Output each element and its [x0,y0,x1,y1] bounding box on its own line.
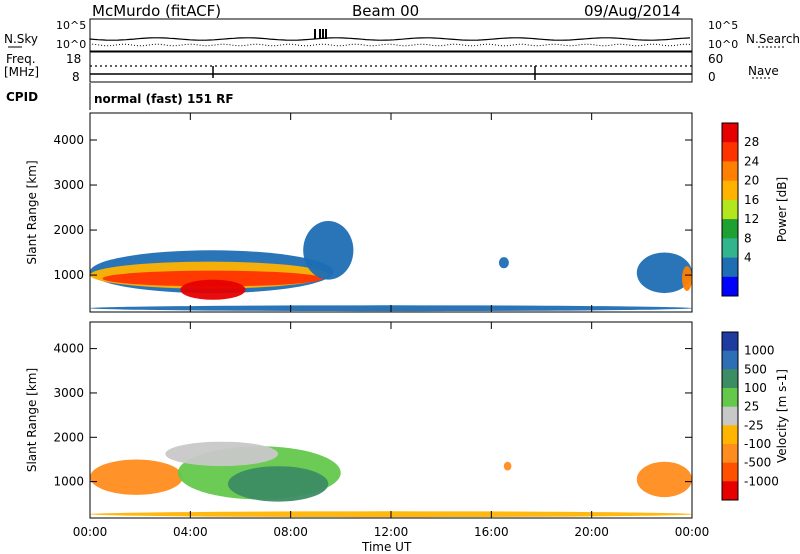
echo-patch [102,270,324,287]
x-axis-label: Time UT [362,540,412,554]
colorbar-swatch [722,142,738,162]
colorbar-swatch [722,425,738,445]
colorbar-tick-label: 100 [744,381,767,395]
colorbar-swatch [722,219,738,239]
nsearch-tick-top: 10^5 [708,19,739,32]
x-tick-label: 20:00 [574,525,609,539]
echo-patch [636,252,693,294]
colorbar-swatch [722,180,738,201]
nsky-trace [89,37,691,41]
x-tick-label: 08:00 [273,525,308,539]
x-tick-label: 04:00 [173,525,208,539]
colorbar-tick-label: 1000 [744,344,775,358]
nsearch-trace [89,43,691,47]
nave-label: Nave [748,64,779,78]
colorbar-tick-label: 12 [744,212,759,226]
echo-patch [636,461,693,498]
y-tick-label: 2000 [53,430,84,444]
colorbar-label: Velocity [m s-1] [775,369,789,463]
colorbar-swatch [722,444,738,464]
colorbar-tick-label: -1000 [744,474,779,488]
colorbar-swatch [722,332,738,352]
x-tick-label: 00:00 [675,525,710,539]
y-tick-label: 3000 [53,386,84,400]
echo-patch [180,279,246,300]
echo-patch [498,257,509,269]
cpid-value: normal (fast) 151 RF [94,92,234,106]
colorbar-tick-label: 24 [744,154,759,168]
colorbar-swatch [722,406,738,426]
colorbar-swatch [722,388,738,408]
date-title: 09/Aug/2014 [584,2,681,20]
colorbar-frame [721,331,739,501]
nave-tick-top: 60 [708,52,724,66]
y-tick-label: 1000 [53,268,84,282]
colorbar-swatch [722,462,738,482]
nsearch-label: N.Search [746,32,800,46]
freq-label: Freq. [6,52,36,66]
freq-tick-bottom: 8 [72,70,80,84]
echo-patch [89,459,183,495]
freq-tick-top: 18 [66,52,82,66]
colorbar-swatch [722,350,738,370]
colorbar-tick-label: 28 [744,135,759,149]
echo-patch [682,266,692,291]
freq-unit: [MHz] [4,65,40,79]
colorbar-swatch [722,481,738,501]
colorbar-tick-label: -25 [744,418,764,432]
beam-title: Beam 00 [352,2,420,20]
x-tick-label: 12:00 [374,525,409,539]
colorbar-tick-label: -100 [744,437,771,451]
echo-patch [227,466,329,502]
colorbar-frame [721,122,739,297]
colorbar-swatch [722,257,738,278]
colorbar-swatch [722,369,738,389]
echo-patch [165,441,279,467]
panel-frame [89,321,693,519]
station-title: McMurdo (fitACF) [92,2,222,20]
y-tick-label: 3000 [53,178,84,192]
nsky-frame [89,18,693,52]
y-tick-label: 4000 [53,133,84,147]
nave-tick-bottom: 0 [708,70,716,84]
x-tick-label: 16:00 [474,525,509,539]
echo-patch [503,461,512,471]
colorbar-swatch [722,276,738,297]
colorbar-tick-label: 500 [744,362,767,376]
colorbar-swatch [722,161,738,182]
freq-frame [89,51,693,83]
cpid-label: CPID [6,90,39,104]
y-axis-label: Slant Range [km] [25,160,39,264]
y-axis-label: Slant Range [km] [25,368,39,472]
colorbar-tick-label: 8 [744,231,752,245]
nsky-label: N.Sky [4,32,39,46]
colorbar-tick-label: -500 [744,456,771,470]
x-tick-label: 00:00 [73,525,108,539]
colorbar-swatch [722,123,738,143]
colorbar-tick-label: 20 [744,174,759,188]
y-tick-label: 1000 [53,475,84,489]
colorbar-tick-label: 25 [744,400,759,414]
colorbar-tick-label: 16 [744,193,759,207]
colorbar-swatch [722,238,738,258]
colorbar-tick-label: 4 [744,251,752,265]
y-tick-label: 4000 [53,342,84,356]
colorbar-label: Power [dB] [775,177,789,242]
echo-patch [303,221,354,280]
y-tick-label: 2000 [53,223,84,237]
nsky-tick-top: 10^5 [56,19,87,32]
colorbar-swatch [722,199,738,220]
nsky-tick-bottom: 10^0 [56,38,87,51]
nsearch-tick-bottom: 10^0 [708,38,739,51]
